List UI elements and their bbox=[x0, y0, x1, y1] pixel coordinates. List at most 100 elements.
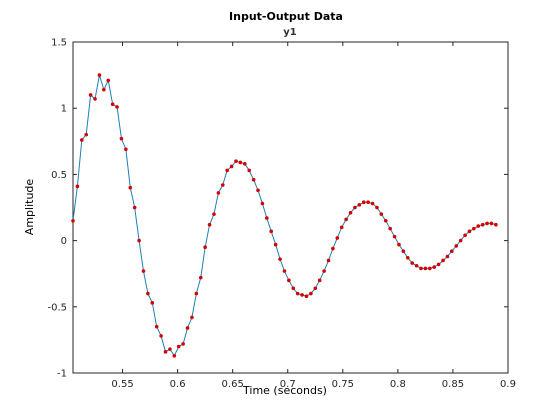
data-point bbox=[102, 87, 106, 92]
data-point bbox=[273, 242, 278, 247]
x-tick-label: 0.55 bbox=[111, 379, 133, 390]
chart-subtitle: y1 bbox=[283, 27, 297, 38]
data-point bbox=[335, 236, 340, 240]
data-point bbox=[225, 168, 229, 173]
data-point bbox=[317, 278, 322, 283]
y-axis-label: Amplitude bbox=[23, 179, 36, 236]
data-point bbox=[458, 238, 463, 243]
data-point bbox=[454, 244, 459, 248]
data-point bbox=[441, 258, 445, 263]
data-point bbox=[489, 221, 494, 226]
data-point bbox=[260, 201, 265, 206]
data-point bbox=[278, 257, 282, 261]
data-point bbox=[234, 159, 238, 163]
data-point bbox=[467, 229, 472, 234]
x-tick-label: 0.7 bbox=[280, 379, 296, 390]
data-point bbox=[331, 246, 335, 251]
axes-box bbox=[72, 41, 509, 374]
data-point bbox=[124, 147, 128, 152]
y-tick-label: -1 bbox=[57, 369, 67, 380]
data-point bbox=[419, 266, 423, 271]
data-point bbox=[436, 262, 441, 267]
x-tick-label: 0.9 bbox=[500, 379, 516, 390]
y-tick-label: 1 bbox=[61, 104, 67, 115]
data-point bbox=[198, 275, 203, 280]
axis-tick-labels: 0.55 0.6 0.65 0.7 0.75 0.8 0.85 0.9 -1 -0.5 0 0.5 1 1… bbox=[47, 38, 515, 391]
data-point bbox=[450, 249, 454, 253]
data-point bbox=[397, 242, 401, 247]
data-point bbox=[203, 245, 207, 250]
data-point bbox=[414, 263, 419, 268]
data-point bbox=[265, 216, 269, 220]
data-point bbox=[242, 162, 247, 166]
y-tick-label: -0.5 bbox=[47, 302, 67, 313]
data-point bbox=[168, 347, 172, 351]
data-point bbox=[375, 205, 379, 210]
data-point bbox=[291, 286, 296, 291]
data-point bbox=[154, 324, 159, 329]
data-point bbox=[401, 249, 406, 253]
data-point bbox=[163, 350, 168, 354]
data-point bbox=[353, 205, 357, 210]
data-point bbox=[115, 105, 119, 109]
data-point bbox=[383, 218, 388, 223]
data-point bbox=[432, 265, 437, 269]
data-point bbox=[379, 212, 384, 216]
x-tick-label: 0.6 bbox=[170, 379, 186, 390]
axis-ticks bbox=[73, 41, 509, 374]
data-point bbox=[485, 221, 489, 226]
data-point bbox=[410, 261, 414, 265]
data-point bbox=[80, 138, 84, 142]
data-point bbox=[216, 191, 221, 195]
y-tick-label: 0.5 bbox=[51, 170, 67, 181]
data-point bbox=[172, 353, 177, 358]
x-axis-label: Time (seconds) bbox=[242, 384, 327, 397]
data-point bbox=[344, 217, 348, 222]
data-point bbox=[141, 269, 146, 273]
data-point bbox=[194, 291, 199, 296]
x-tick-label: 0.8 bbox=[390, 379, 406, 390]
data-point bbox=[247, 168, 252, 173]
data-point bbox=[313, 286, 318, 291]
data-point bbox=[304, 294, 309, 299]
data-point bbox=[309, 291, 313, 296]
data-point bbox=[269, 229, 274, 234]
x-tick-label: 0.75 bbox=[332, 379, 354, 390]
data-point bbox=[445, 254, 450, 259]
data-point bbox=[256, 188, 260, 193]
data-point bbox=[238, 160, 243, 165]
data-point bbox=[128, 185, 133, 190]
data-point bbox=[370, 201, 375, 206]
data-point bbox=[176, 344, 181, 349]
data-point bbox=[392, 234, 397, 239]
data-point bbox=[93, 97, 97, 101]
data-point bbox=[185, 326, 190, 330]
data-point bbox=[207, 222, 212, 227]
data-point bbox=[480, 222, 485, 227]
data-point bbox=[251, 177, 256, 182]
y-tick-label: 1.5 bbox=[51, 38, 67, 49]
data-point bbox=[212, 212, 216, 216]
data-point bbox=[366, 200, 370, 205]
data-point bbox=[463, 233, 467, 238]
plot-area bbox=[71, 73, 498, 358]
data-point bbox=[88, 93, 93, 97]
data-point bbox=[322, 269, 326, 273]
data-point bbox=[132, 205, 137, 210]
data-point bbox=[220, 183, 225, 187]
x-tick-label: 0.65 bbox=[222, 379, 244, 390]
data-point bbox=[282, 269, 287, 273]
chart-title: Input-Output Data bbox=[229, 10, 343, 23]
data-point bbox=[146, 291, 150, 296]
data-point bbox=[287, 278, 291, 283]
data-point bbox=[405, 256, 410, 260]
data-point bbox=[106, 78, 111, 83]
data-point bbox=[476, 224, 481, 228]
data-point bbox=[159, 334, 163, 338]
data-point bbox=[428, 266, 432, 271]
data-point bbox=[229, 164, 234, 169]
data-point bbox=[150, 301, 155, 305]
y-tick-label: 0 bbox=[61, 236, 67, 247]
data-point bbox=[71, 218, 75, 223]
